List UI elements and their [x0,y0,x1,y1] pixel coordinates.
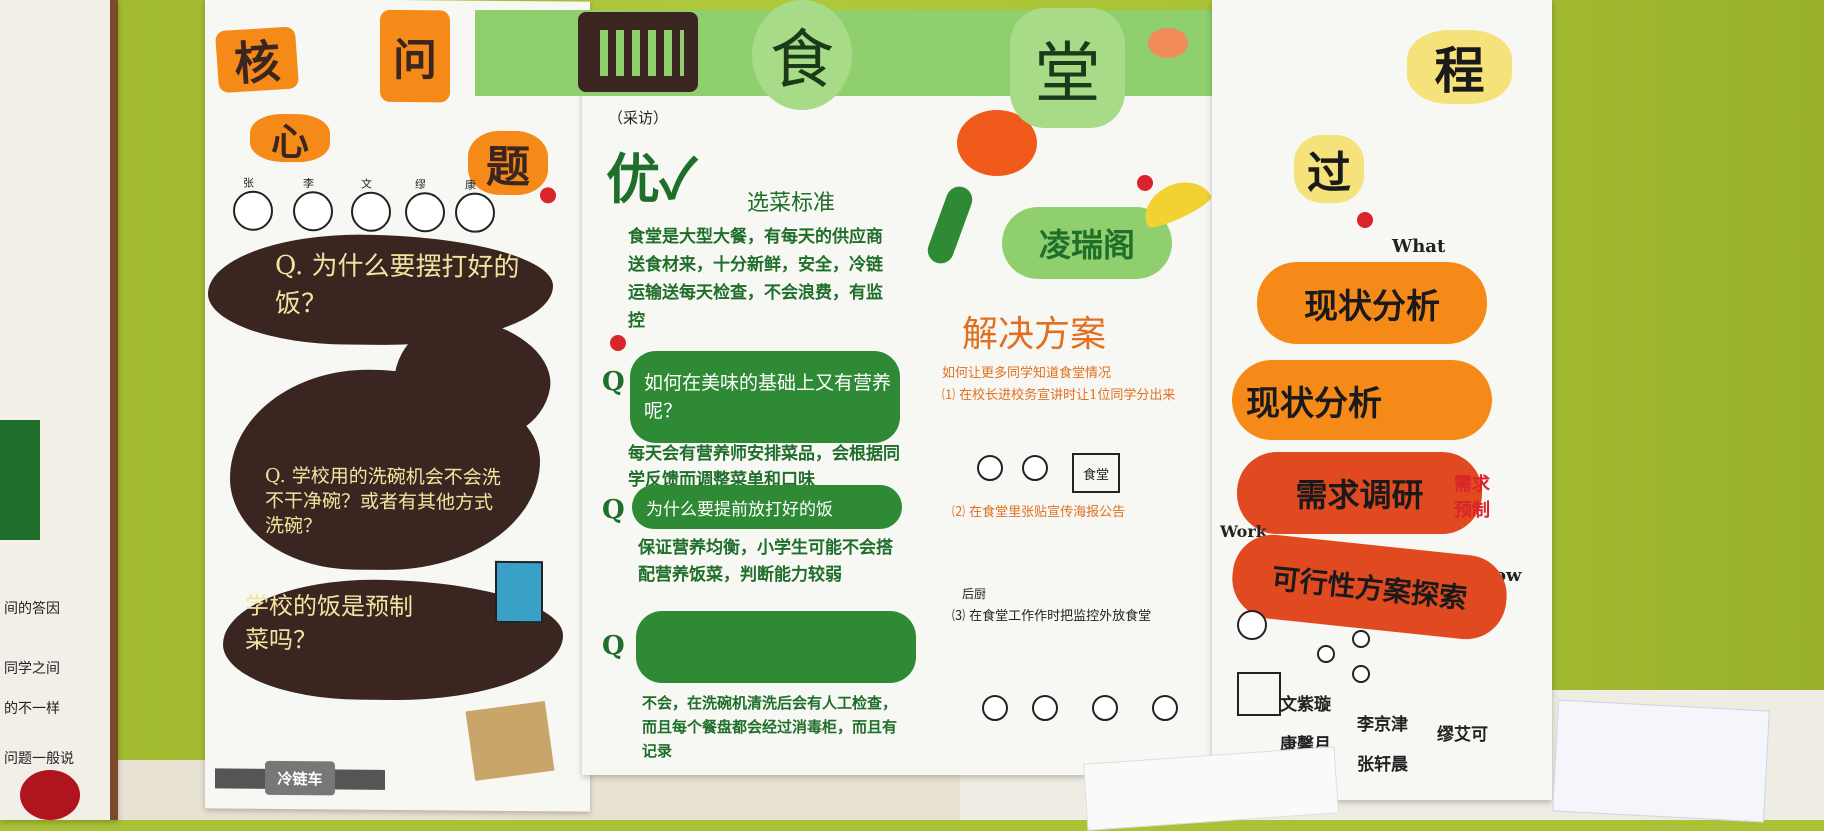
kitchen-label: 后厨 [962,587,987,601]
you-mark: 优✓ [606,147,697,211]
red-dot [610,335,626,351]
q-marker-a: Q [602,367,625,397]
figure-icon [1032,695,1058,721]
answer-b: 保证营养均衡，小学生可能不会搭配营养饭菜，判断能力较弱 [638,538,893,585]
crab-sticker-icon [1148,28,1188,58]
figure-icon [982,695,1008,721]
red-dot [1137,175,1153,191]
name-4: 缪 [415,178,426,192]
kraft-card [465,701,555,781]
green-leaf [924,182,976,268]
what-label: What [1392,236,1446,257]
question-2-text: Q. 学校用的洗碗机会不会洗不干净碗？或者有其他方式洗碗？ [265,464,501,538]
title-char-wen: 问 [380,9,450,103]
step-1-current-analysis: 现状分析 [1257,262,1487,344]
canteen-sign: 食堂 [1072,453,1120,493]
left-board-panel: 核 问 心 题 张 李 文 缪 康 Q. 为什么要摆打好的饭？ Q. 学校用的洗… [205,0,590,812]
side-note: 需求预制 [1454,474,1490,521]
q-marker-c: Q [602,631,625,661]
right-board-panel: 程 过 What 现状分析 现状分析 Why 需求调研 Work How 可行性… [1212,0,1552,800]
step-4-feasibility: 可行性方案探索 [1228,530,1511,644]
figure-icon [1092,695,1118,721]
far-left-text-4: 问题一般说 [4,751,74,767]
interview-label: （采访） [608,109,669,127]
solution-1: ⑴ 在校长进校务宣讲时让1位同学分出来 [942,388,1176,403]
step-2-current-analysis: 现状分析 [1232,360,1492,440]
grid-tile [578,12,698,92]
title-char-cheng: 程 [1407,30,1512,104]
question-pill-c [636,611,916,683]
question-pill-b: 为什么要提前放打好的饭 [632,485,902,529]
figure-icon [977,455,1003,481]
banner-char-shi: 食 [752,0,852,110]
member-3: 缪艾可 [1437,725,1488,745]
far-left-text-2: 同学之间 [4,661,60,677]
member-1: 文紫璇 [1280,695,1331,715]
student-face-5 [455,192,495,233]
sticky-note-icon [495,560,543,624]
student-face-2 [293,191,333,232]
red-dot [540,187,556,204]
solution-subtitle: 如何让更多同学知道食堂情况 [942,366,1112,381]
step-3-needs-research: 需求调研 [1237,452,1482,534]
q-marker-b: Q [602,495,625,525]
student-face-3 [351,191,391,232]
far-left-text-3: 的不一样 [4,701,60,717]
title-char-guo: 过 [1294,135,1364,203]
far-left-board: 间的答因 同学之间 的不一样 问题一般说 [0,0,118,820]
red-decoration [20,770,80,820]
member-2: 李京津 [1357,715,1408,735]
title-char-he: 核 [214,26,300,94]
work-label: Work [1220,522,1267,541]
network-node-icon [1352,665,1370,683]
red-dot [1357,212,1373,228]
banner-char-tang: 堂 [1010,8,1125,128]
solution-title: 解决方案 [962,314,1107,355]
member-5: 张轩晨 [1357,755,1408,775]
figure-icon [1022,455,1048,481]
student-face-1 [233,190,273,231]
stack-icon [1237,672,1281,716]
solution-2: ⑵ 在食堂里张贴宣传海报公告 [952,505,1126,520]
question-1-text: Q. 为什么要摆打好的饭？ [275,250,520,320]
title-char-ti: 题 [468,130,548,196]
name-5: 康 [465,178,476,192]
far-left-green-strip [0,420,40,540]
far-left-text-1: 间的答因 [4,601,60,617]
name-3: 文 [361,177,372,191]
cold-chain-truck-label: 冷链车 [265,760,335,796]
name-1: 张 [243,176,254,190]
middle-board-panel: （采访） 优✓ 选菜标准 食堂是大型大餐，有每天的供应商送食材来，十分新鲜，安全… [582,15,1222,775]
name-2: 李 [303,177,314,191]
thinking-figure-icon [1237,610,1267,640]
lingruige-badge: 凌瑞阁 [1002,207,1172,279]
network-node-icon [1317,645,1335,663]
title-char-xin: 心 [250,113,330,164]
question-3-text: 学校的饭是预制菜吗？ [245,591,413,655]
answer-c: 不会，在洗碗机清洗后会有人工检查，而且每个餐盘都会经过消毒柜，而且有记录 [642,694,898,760]
student-face-4 [405,192,445,233]
solution-3: ⑶ 在食堂工作作时把监控外放食堂 [952,609,1152,624]
standard-title: 选菜标准 [747,191,836,216]
grid-pattern [592,30,684,76]
question-pill-a: 如何在美味的基础上又有营养呢？ [630,351,900,443]
figure-icon [1152,695,1178,721]
paper-sheet [1552,699,1770,823]
standard-body: 食堂是大型大餐，有每天的供应商送食材来，十分新鲜，安全，冷链运输送每天检查，不会… [628,227,883,331]
network-node-icon [1352,630,1370,648]
